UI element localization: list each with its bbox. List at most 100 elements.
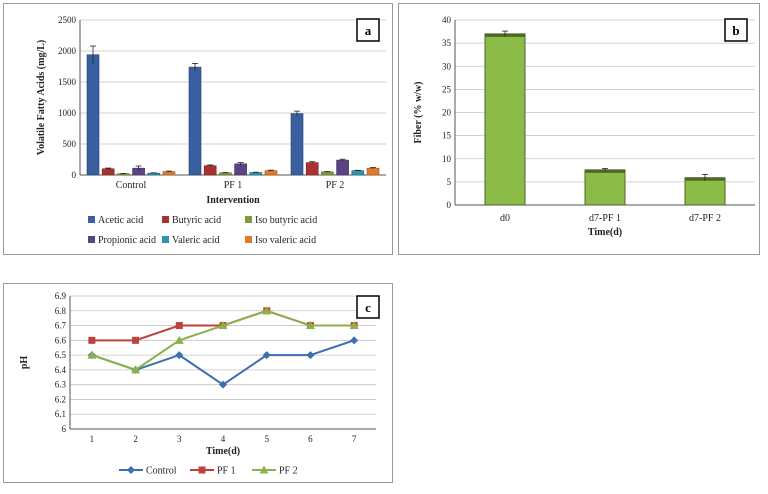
x-category-label: d7-PF 2 <box>689 213 721 224</box>
legend-label: Acetic acid <box>98 215 143 226</box>
bar <box>684 177 726 206</box>
bar <box>86 54 100 176</box>
bar <box>101 168 115 176</box>
bar <box>321 171 334 176</box>
legend-label: Butyric acid <box>172 215 221 226</box>
data-point <box>174 335 184 344</box>
legend-swatch <box>245 216 252 223</box>
y-tick-label: 25 <box>442 84 452 94</box>
x-axis-title: Time(d) <box>588 227 622 238</box>
x-axis-title: Time(d) <box>206 446 240 457</box>
y-tick-label: 6.2 <box>55 394 66 404</box>
y-tick-label: 10 <box>442 154 452 164</box>
y-axis-title: Volatile Fatty Acids (mg/L) <box>36 40 47 155</box>
legend-marker <box>127 466 135 474</box>
legend-swatch <box>88 216 95 223</box>
y-tick-label: 20 <box>442 108 452 118</box>
panel-label: c <box>365 300 371 315</box>
y-tick-label: 6.6 <box>55 335 67 345</box>
legend-swatch <box>162 236 169 243</box>
legend-label: Iso butyric acid <box>255 215 317 226</box>
x-tick-label: 7 <box>352 434 357 444</box>
bar <box>249 172 263 176</box>
bar <box>203 165 217 176</box>
x-category-label: d7-PF 1 <box>589 213 621 224</box>
y-tick-label: 2500 <box>58 15 77 25</box>
x-tick-label: 6 <box>308 434 313 444</box>
y-tick-label: 0 <box>72 170 77 180</box>
data-point <box>88 336 96 344</box>
y-tick-label: 5 <box>447 177 452 187</box>
bar <box>264 170 278 176</box>
data-point <box>132 336 140 344</box>
y-tick-label: 30 <box>442 61 452 71</box>
legend-label: PF 2 <box>279 466 298 477</box>
chart-panel-b: 0 5 10 15 20 25 30 35 40 d0 d7-PF 1 d7-PF 2 Time(d) F… <box>398 3 760 255</box>
vfa-chart-svg: 0 500 1000 1500 2000 2500 Control PF 1 PF 2 Inter… <box>36 15 386 246</box>
chart-panel-a: 0 500 1000 1500 2000 2500 Control PF 1 PF 2 Inter… <box>3 3 393 255</box>
legend-swatch <box>245 236 252 243</box>
x-category-label: PF 2 <box>326 180 345 191</box>
panel-label-box <box>356 18 380 42</box>
x-tick-label: 5 <box>264 434 269 444</box>
y-tick-label: 6.1 <box>55 409 66 419</box>
bar <box>351 170 365 176</box>
legend-swatch <box>162 216 169 223</box>
bar <box>234 163 247 176</box>
y-tick-label: 2000 <box>58 46 77 56</box>
y-tick-label: 6.9 <box>55 291 67 301</box>
y-tick-label: 1500 <box>58 77 77 87</box>
bar <box>484 33 526 206</box>
fiber-chart-svg: 0 5 10 15 20 25 30 35 40 d0 d7-PF 1 d7-PF 2 Time(d) F… <box>413 15 755 238</box>
x-category-label: d0 <box>500 213 510 224</box>
panel-label: b <box>732 23 739 38</box>
y-tick-label: 6.4 <box>55 365 67 375</box>
data-point <box>87 350 97 359</box>
legend-label: PF 1 <box>217 466 236 477</box>
y-tick-label: 6.5 <box>55 350 67 360</box>
legend-marker <box>198 466 206 474</box>
data-point <box>349 321 359 330</box>
panel-label-box <box>356 295 380 319</box>
data-point <box>175 322 183 330</box>
y-tick-label: 40 <box>442 15 452 25</box>
legend-label: Iso valeric acid <box>255 235 316 246</box>
bar <box>290 113 304 176</box>
y-axis-title: pH <box>19 356 30 370</box>
y-tick-label: 35 <box>442 38 452 48</box>
panel-label: a <box>365 23 372 38</box>
data-point <box>131 365 141 374</box>
data-point <box>262 351 271 360</box>
data-point <box>306 351 315 360</box>
x-tick-label: 2 <box>133 434 138 444</box>
y-tick-label: 0 <box>447 200 452 210</box>
legend-marker <box>259 465 269 474</box>
series-line <box>91 339 355 386</box>
data-point <box>262 306 272 315</box>
ph-chart-svg: 6 6.1 6.2 6.3 6.4 6.5 6.6 6.7 6.8 6.9 1 2 3 4 5 6 7 Time(… <box>19 291 380 477</box>
y-axis-title: Fiber (% w/w) <box>413 81 424 143</box>
y-tick-label: 15 <box>442 131 452 141</box>
x-category-label: PF 1 <box>224 180 243 191</box>
x-category-label: Control <box>116 180 147 191</box>
x-tick-label: 3 <box>177 434 182 444</box>
x-tick-label: 1 <box>90 434 95 444</box>
panel-label-box <box>724 18 748 42</box>
data-point <box>218 321 228 330</box>
bar <box>305 162 319 176</box>
legend-label: Propionic acid <box>98 235 156 246</box>
y-tick-label: 6.8 <box>55 306 67 316</box>
bar <box>188 66 202 176</box>
data-point <box>350 336 359 345</box>
x-tick-label: 4 <box>221 434 226 444</box>
legend-label: Valeric acid <box>172 235 219 246</box>
bar-top-edge <box>585 169 625 173</box>
y-tick-label: 6.3 <box>55 380 67 390</box>
data-point <box>175 351 184 360</box>
y-tick-label: 1000 <box>58 108 77 118</box>
bar <box>162 171 176 176</box>
bar <box>219 172 232 176</box>
legend-label: Control <box>146 466 177 477</box>
y-tick-label: 6.7 <box>55 321 67 331</box>
bar <box>584 169 626 206</box>
